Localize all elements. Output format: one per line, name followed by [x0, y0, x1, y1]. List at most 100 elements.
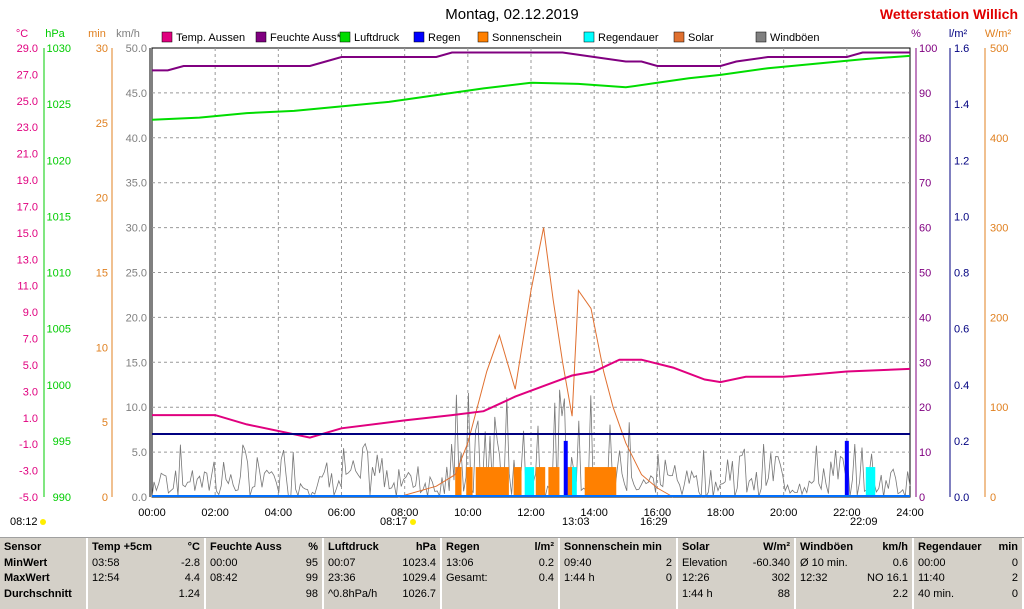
summary-row: 2.2 — [800, 587, 908, 603]
legend-swatch — [755, 31, 767, 43]
x-tick-label: 20:00 — [770, 507, 798, 519]
summary-row: 23:36 1029.4 — [328, 571, 436, 587]
summary-value: 2.2 — [892, 587, 908, 600]
pressure-axis-tick: 990 — [53, 492, 71, 504]
summary-table: Sensor MinWert MaxWert Durchschnitt Temp +5c… — [0, 537, 1024, 609]
rain-axis-tick: 0.2 — [954, 436, 969, 448]
summary-header: Sensor — [4, 540, 82, 556]
temp-axis-tick: 23.0 — [17, 122, 38, 134]
summary-value: 95 — [305, 556, 318, 569]
summary-row: Elevation -60.340 — [682, 556, 790, 572]
regendauer-bar — [524, 467, 535, 497]
humidity-axis-unit: % — [911, 28, 921, 40]
sonnenschein-bar — [535, 467, 546, 497]
sonnenschein-bar — [455, 467, 462, 497]
pressure-axis-tick: 1025 — [47, 99, 71, 111]
wind-axis-tick: 20.0 — [126, 312, 147, 324]
minutes-axis-tick: 0 — [102, 492, 108, 504]
legend-label: Regen — [428, 32, 460, 44]
wind-axis-tick: 10.0 — [126, 402, 147, 414]
legend-item: Regendauer — [583, 31, 659, 44]
summary-title: Regendauer — [918, 541, 982, 553]
sonnenschein-bar — [513, 467, 522, 497]
temp-axis-tick: -1.0 — [19, 439, 38, 451]
summary-row: 1.24 — [92, 587, 200, 603]
wind-axis-tick: 15.0 — [126, 357, 147, 369]
summary-row: 12:54 4.4 — [92, 571, 200, 587]
legend-item: Sonnenschein — [477, 31, 562, 44]
summary-row: 1:44 h 88 — [682, 587, 790, 603]
summary-key: 11:40 — [918, 572, 945, 584]
humidity-axis-tick: 50 — [919, 268, 931, 280]
legend-item: Feuchte Auss* — [255, 31, 342, 44]
summary-key: MaxWert — [4, 572, 50, 584]
sunrise-event: 08:12 — [10, 516, 46, 528]
summary-key: MinWert — [4, 556, 48, 569]
pressure-axis-tick: 1000 — [47, 380, 71, 392]
temp-axis-tick: 25.0 — [17, 96, 38, 108]
summary-value: 0.2 — [538, 556, 554, 569]
summary-value: 0 — [1011, 556, 1018, 569]
summary-key: Gesamt: — [446, 572, 488, 584]
solar-axis-tick: 400 — [990, 133, 1008, 145]
summary-title: Regen — [446, 541, 480, 553]
rain-axis-unit: l/m² — [949, 28, 968, 40]
summary-title: Sonnenschein min — [564, 541, 662, 553]
summary-row: Durchschnitt — [4, 587, 82, 603]
legend-swatch — [413, 31, 425, 43]
minutes-axis-tick: 30 — [96, 43, 108, 55]
sunrise-time: 08:12 — [10, 516, 38, 528]
summary-value: 4.4 — [184, 572, 200, 584]
summary-key: 12:26 — [682, 572, 710, 584]
summary-row: 12:26 302 — [682, 571, 790, 587]
summary-header: Feuchte Auss% — [210, 540, 318, 556]
summary-value: 99 — [305, 572, 318, 584]
pressure-axis-tick: 995 — [53, 436, 71, 448]
temp-axis-tick: -3.0 — [19, 466, 38, 478]
summary-key: Ø 10 min. — [800, 556, 848, 569]
sonnenschein-bar — [466, 467, 473, 497]
legend-label: Luftdruck — [354, 32, 400, 44]
solar-axis-tick: 200 — [990, 312, 1008, 324]
summary-key: ^0.8hPa/h — [328, 587, 378, 600]
legend-swatch — [583, 31, 595, 43]
wind-axis-tick: 45.0 — [126, 88, 147, 100]
x-tick-label: 04:00 — [265, 507, 293, 519]
summary-column: Regendauer min 00:00 0 11:40 2 40 min. 0 — [914, 538, 1024, 609]
summary-key: 13:06 — [446, 556, 474, 569]
rain-axis-tick: 1.0 — [954, 211, 969, 223]
summary-column: Windböen km/h Ø 10 min. 0.6 12:32 NO 16.1 2.2 — [796, 538, 914, 609]
x-tick-label: 18:00 — [707, 507, 735, 519]
minutes-axis-tick: 20 — [96, 193, 108, 205]
temp-axis-tick: -5.0 — [19, 492, 38, 504]
summary-row: MaxWert — [4, 571, 82, 587]
summary-key: 23:36 — [328, 572, 356, 584]
legend-item: Solar — [673, 31, 714, 44]
legend-label: Sonnenschein — [492, 32, 562, 44]
summary-column: Sensor MinWert MaxWert Durchschnitt — [0, 538, 88, 609]
x-tick-label: 22:00 — [833, 507, 861, 519]
sonnenschein-bar — [567, 467, 574, 497]
summary-value: 98 — [305, 587, 318, 600]
summary-key: 1:44 h — [564, 572, 595, 584]
rain-axis-tick: 0.4 — [954, 380, 969, 392]
x-tick-label: 10:00 — [454, 507, 482, 519]
sun-icon — [409, 519, 416, 525]
summary-header: Regen l/m² — [446, 540, 554, 556]
summary-title: Luftdruck — [328, 541, 379, 553]
legend-swatch — [339, 31, 351, 43]
summary-header: Luftdruck hPa — [328, 540, 436, 556]
summary-title: Feuchte Auss — [210, 541, 282, 553]
summary-key: 1:44 h — [682, 587, 713, 600]
summary-value: 1026.7 — [402, 587, 436, 600]
weather-chart: 29.0 27.0 25.0 23.0 21.0 19.0 17.0 15.0 13.0 11.0… — [16, 28, 1012, 519]
summary-key: 00:07 — [328, 556, 356, 569]
summary-unit: °C — [187, 541, 200, 553]
summary-key: 12:32 — [800, 572, 828, 584]
summary-row: 13:06 0.2 — [446, 556, 554, 572]
x-tick-label: 14:00 — [580, 507, 608, 519]
temp-axis-tick: 11.0 — [17, 281, 38, 293]
summary-row: 03:58 -2.8 — [92, 556, 200, 572]
humidity-axis-tick: 0 — [919, 492, 925, 504]
summary-value: 1029.4 — [402, 572, 436, 584]
